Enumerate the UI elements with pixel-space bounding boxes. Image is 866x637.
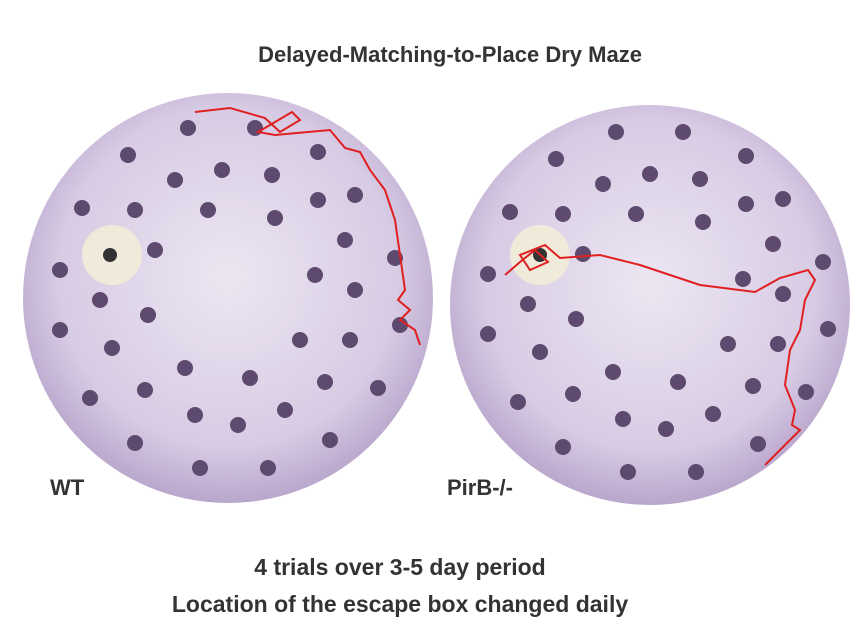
hole [502,204,518,220]
hole [510,394,526,410]
hole [555,206,571,222]
hole [775,191,791,207]
caption-line: 4 trials over 3-5 day period [254,554,545,580]
hole [798,384,814,400]
hole [317,374,333,390]
hole [575,246,591,262]
hole [675,124,691,140]
panel-label: WT [50,475,85,500]
hole [137,382,153,398]
hole [765,236,781,252]
hole [260,460,276,476]
hole [292,332,308,348]
hole [347,282,363,298]
hole [705,406,721,422]
hole [532,344,548,360]
hole [815,254,831,270]
hole [820,321,836,337]
hole [347,187,363,203]
hole [52,262,68,278]
hole [615,411,631,427]
hole [104,340,120,356]
hole [337,232,353,248]
hole [242,370,258,386]
hole [595,176,611,192]
hole [658,421,674,437]
hole [608,124,624,140]
hole [738,196,754,212]
panel-label: PirB-/- [447,475,513,500]
hole [74,200,90,216]
hole [192,460,208,476]
hole [670,374,686,390]
hole [140,307,156,323]
hole [307,267,323,283]
hole [775,286,791,302]
hole [642,166,658,182]
hole [120,147,136,163]
hole [147,242,163,258]
hole [92,292,108,308]
hole [180,120,196,136]
hole [605,364,621,380]
hole [267,210,283,226]
hole [310,144,326,160]
hole [480,266,496,282]
hole [277,402,293,418]
hole [200,202,216,218]
hole [342,332,358,348]
hole [187,407,203,423]
hole [695,214,711,230]
hole [52,322,68,338]
hole [310,192,326,208]
hole [167,172,183,188]
hole [720,336,736,352]
hole [480,326,496,342]
hole [264,167,280,183]
hole [688,464,704,480]
hole [770,336,786,352]
hole [565,386,581,402]
title: Delayed-Matching-to-Place Dry Maze [258,42,642,67]
hole [750,436,766,452]
hole [745,378,761,394]
hole [127,202,143,218]
hole [620,464,636,480]
figure: Delayed-Matching-to-Place Dry Maze WT Pi… [0,0,866,637]
hole [177,360,193,376]
caption-line: Location of the escape box changed daily [172,591,628,617]
hole [370,380,386,396]
hole [628,206,644,222]
hole [548,151,564,167]
hole [127,435,143,451]
maze-pirb [450,105,850,505]
escape-hole-wt [103,248,117,262]
hole [230,417,246,433]
hole [568,311,584,327]
hole [738,148,754,164]
hole [735,271,751,287]
hole [247,120,263,136]
hole [214,162,230,178]
hole [322,432,338,448]
hole [82,390,98,406]
hole [555,439,571,455]
hole [692,171,708,187]
maze-wt [23,93,433,503]
hole [520,296,536,312]
